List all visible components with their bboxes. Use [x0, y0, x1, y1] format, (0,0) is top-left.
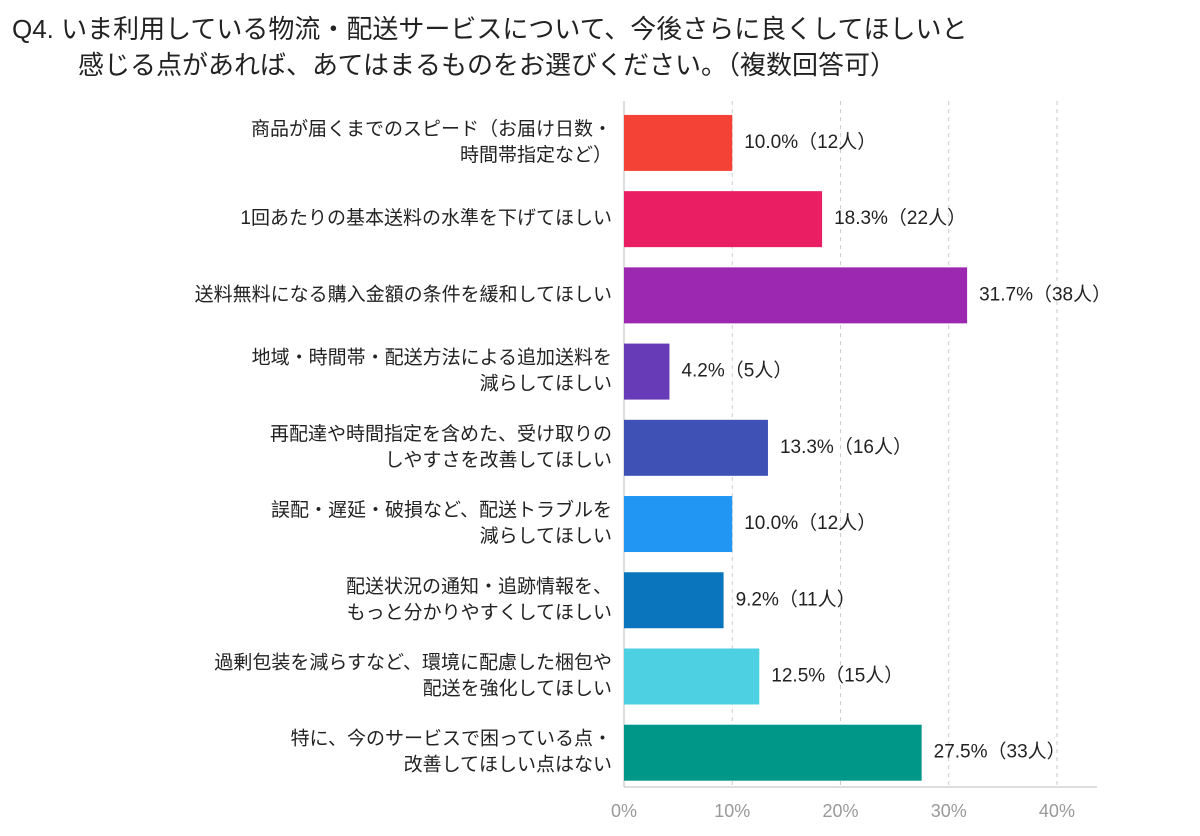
y-tick-label: 特に、今のサービスで困っている点・ [291, 728, 612, 750]
bar [624, 343, 670, 400]
x-tick-label: 20% [822, 801, 858, 821]
data-label: 27.5%（33人） [934, 741, 1066, 763]
x-tick-label: 0% [611, 801, 637, 821]
data-label: 13.3%（16人） [780, 436, 912, 458]
data-label: 18.3%（22人） [834, 207, 966, 229]
x-tick-label: 40% [1039, 801, 1075, 821]
bar [624, 114, 733, 171]
y-tick-label: 時間帯指定など） [460, 144, 612, 166]
x-tick-label: 10% [714, 801, 750, 821]
y-tick-label: 減らしてほしい [480, 373, 612, 395]
data-label: 4.2%（5人） [681, 360, 792, 382]
data-label: 10.0%（12人） [744, 512, 876, 534]
y-tick-label: 1回あたりの基本送料の水準を下げてほしい [240, 207, 612, 229]
y-tick-label: 商品が届くまでのスピード（お届け日数・ [251, 118, 612, 140]
bar [624, 572, 724, 629]
y-tick-label: 改善してほしい点はない [404, 754, 612, 776]
bar [624, 496, 733, 553]
y-tick-label: 過剰包装を減らすなど、環境に配慮した梱包や [214, 651, 612, 673]
data-label: 10.0%（12人） [744, 131, 876, 153]
data-label: 9.2%（11人） [736, 588, 856, 610]
chart-title: Q4. いま利用している物流・配送サービスについて、今後さらに良くしてほしいと [12, 14, 968, 44]
y-tick-label: 配送を強化してほしい [423, 677, 612, 699]
chart-title: 感じる点があれば、あてはまるものをお選びください。（複数回答可） [78, 50, 896, 80]
y-tick-label: 再配達や時間指定を含めた、受け取りの [270, 423, 612, 445]
data-label: 31.7%（38人） [979, 283, 1111, 305]
y-tick-label: 地域・時間帯・配送方法による追加送料を [252, 347, 612, 369]
y-tick-label: 減らしてほしい [480, 525, 612, 547]
y-tick-label: 配送状況の通知・追跡情報を、 [346, 575, 612, 597]
bar [624, 191, 823, 248]
bar [624, 648, 760, 705]
x-tick-label: 30% [931, 801, 967, 821]
y-tick-label: しやすさを改善してほしい [385, 449, 612, 471]
y-tick-label: 送料無料になる購入金額の条件を緩和してほしい [195, 283, 612, 305]
y-tick-label: 誤配・遅延・破損など、配送トラブルを [271, 498, 612, 521]
data-label: 12.5%（15人） [771, 664, 903, 686]
y-tick-label: もっと分かりやすくしてほしい [347, 601, 612, 623]
bar [624, 419, 768, 476]
bar [624, 267, 968, 324]
bar [624, 724, 922, 781]
